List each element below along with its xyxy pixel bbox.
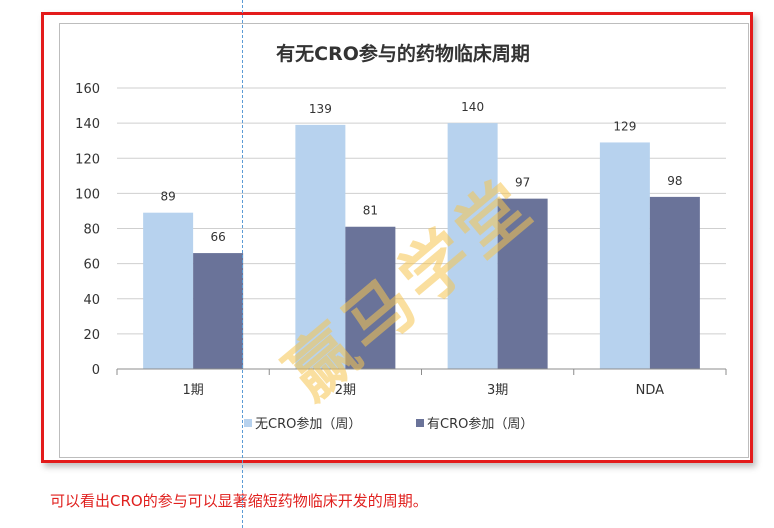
data-label: 97	[515, 176, 530, 190]
legend-label: 有CRO参加（周）	[427, 416, 533, 432]
y-tick-label: 100	[75, 187, 100, 202]
guide-line	[242, 0, 243, 528]
data-label: 140	[461, 100, 484, 114]
legend-swatch	[416, 419, 424, 427]
plot-border	[59, 23, 749, 458]
data-label: 139	[309, 102, 332, 116]
legend: 无CRO参加（周） 有CRO参加（周）	[244, 416, 533, 432]
x-tick-label: 1期	[182, 383, 203, 398]
bar	[345, 226, 396, 369]
x-tick-label: 2期	[335, 383, 356, 398]
bar-chart: 有无CRO参与的药物临床周期 0 20 40 60 80 100 120 140 160 89 6…	[75, 42, 727, 432]
y-tick-label: 160	[75, 82, 100, 97]
y-tick-label: 60	[83, 258, 100, 273]
data-label: 89	[160, 190, 175, 204]
legend-swatch	[244, 419, 252, 427]
bar	[497, 198, 548, 369]
data-label: 81	[363, 204, 378, 218]
chart-title: 有无CRO参与的药物临床周期	[276, 42, 530, 65]
x-tick-label: 3期	[487, 383, 508, 398]
data-label: 129	[613, 119, 636, 133]
bar	[649, 196, 700, 369]
x-axis: 1期 2期 3期 NDA	[116, 368, 727, 398]
y-tick-label: 140	[75, 117, 100, 132]
y-tick-label: 40	[83, 293, 100, 308]
bars	[143, 123, 700, 369]
y-axis-ticks: 0 20 40 60 80 100 120 140 160	[75, 82, 100, 378]
chart-frame: 有无CRO参与的药物临床周期 0 20 40 60 80 100 120 140 160 89 6…	[41, 12, 753, 463]
y-tick-label: 20	[83, 328, 100, 343]
data-label: 66	[210, 230, 225, 244]
caption-text: 可以看出CRO的参与可以显著缩短药物临床开发的周期。	[50, 492, 428, 510]
y-tick-label: 0	[92, 363, 100, 378]
x-tick-label: NDA	[636, 383, 665, 398]
y-tick-label: 80	[83, 223, 100, 238]
data-label: 98	[667, 174, 682, 188]
bar	[599, 142, 650, 369]
y-tick-label: 120	[75, 152, 100, 167]
legend-label: 无CRO参加（周）	[255, 416, 361, 432]
bar	[193, 253, 244, 369]
bar	[447, 123, 498, 369]
bar	[143, 212, 194, 369]
bar	[295, 124, 346, 369]
data-labels: 89 66 139 81 140 97 129 98	[160, 100, 682, 244]
